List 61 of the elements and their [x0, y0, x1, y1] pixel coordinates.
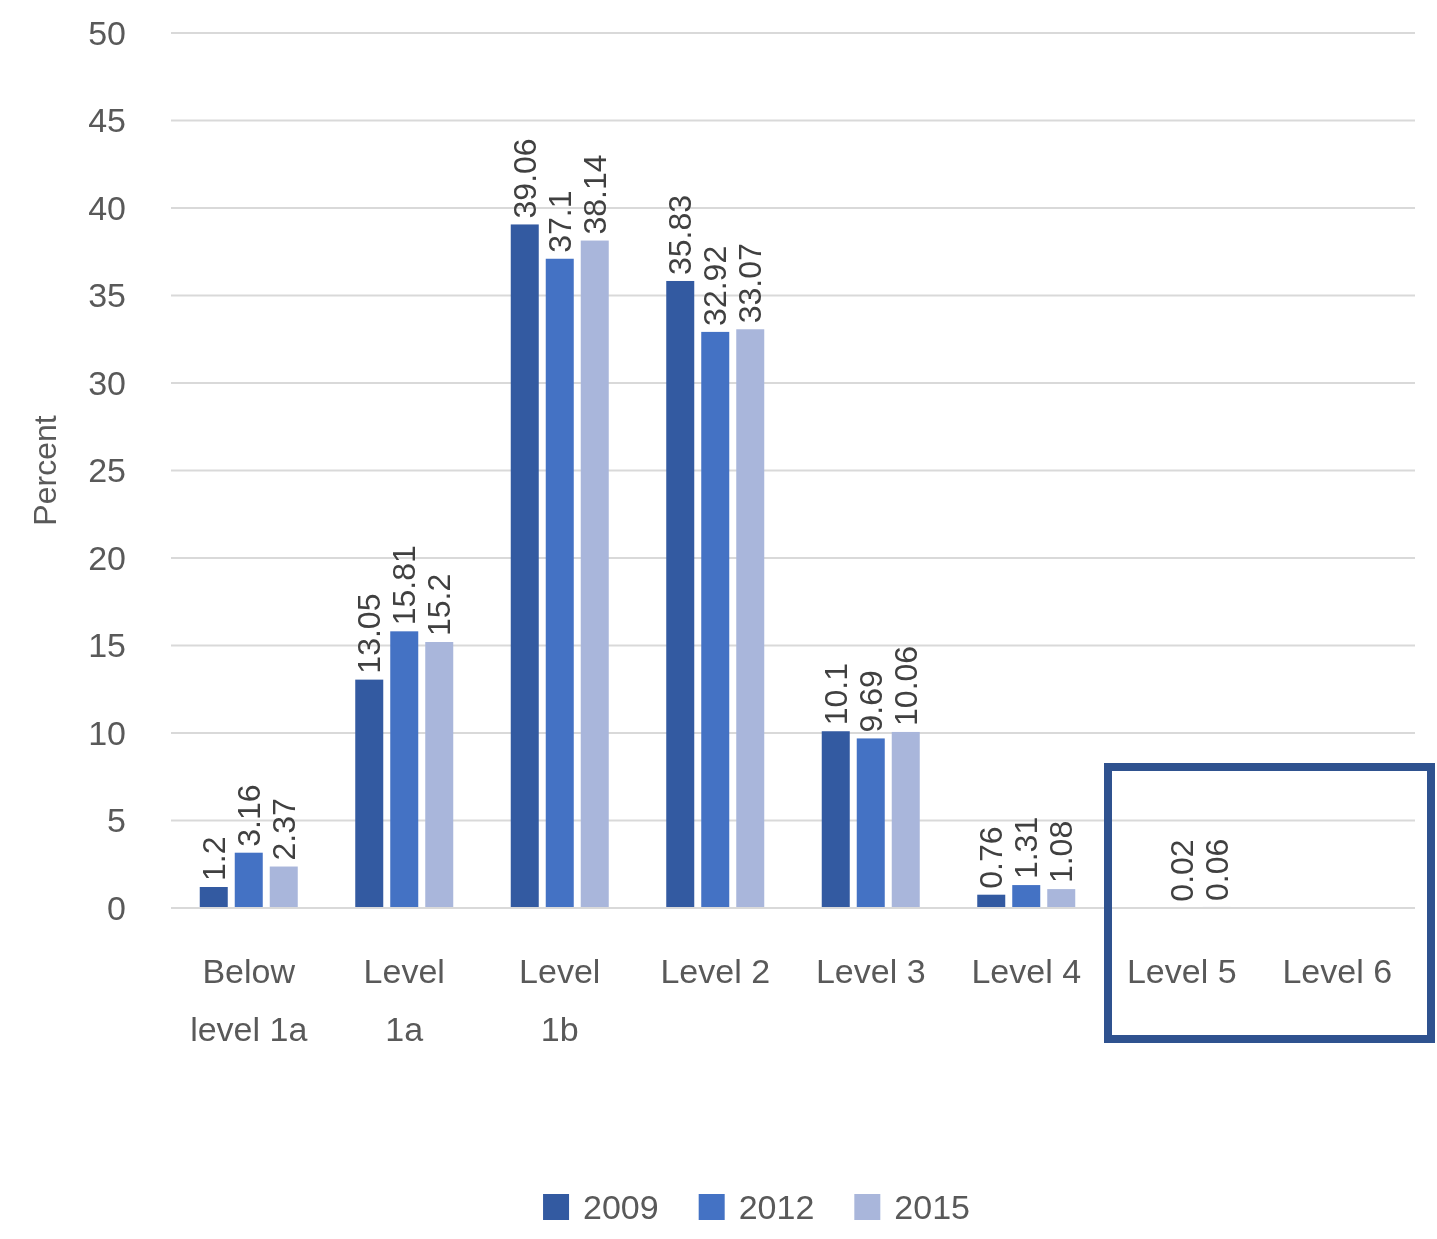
- bar: [701, 331, 730, 908]
- x-tick-label: Below level 1a: [190, 952, 308, 1048]
- bar: [580, 240, 609, 908]
- bar: [891, 731, 920, 908]
- bar: [736, 329, 765, 908]
- y-tick-label: 15: [88, 626, 126, 665]
- y-tick-label: 45: [88, 101, 126, 140]
- data-label: 10.06: [887, 645, 924, 726]
- bar: [390, 631, 419, 908]
- bar: [545, 258, 574, 908]
- data-label: 3.16: [230, 784, 267, 847]
- x-tick-label: Level 2: [660, 952, 771, 990]
- x-tick-label: Level 1a: [363, 952, 445, 1048]
- bar: [510, 224, 539, 908]
- y-axis-title: Percent: [27, 415, 63, 526]
- legend-label: 2015: [894, 1187, 970, 1226]
- data-label: 13.05: [351, 593, 388, 674]
- data-label: 1.2: [195, 836, 232, 881]
- x-tick-label: Level 6: [1282, 952, 1393, 990]
- y-tick-label: 30: [88, 363, 126, 402]
- data-label: 32.92: [697, 245, 734, 326]
- data-label: 37.1: [541, 190, 578, 253]
- data-label: 1.08: [1043, 820, 1080, 884]
- bar: [977, 894, 1006, 908]
- data-label: 39.06: [506, 138, 543, 219]
- data-label: 0.02: [1163, 839, 1200, 902]
- bar: [234, 852, 263, 908]
- y-tick-label: 25: [88, 451, 126, 490]
- y-tick-label: 0: [107, 888, 126, 927]
- x-tick-label: Level 5: [1126, 952, 1237, 990]
- bar: [1047, 889, 1076, 908]
- data-label: 2.37: [265, 798, 302, 861]
- bar: [269, 866, 298, 908]
- bar: [199, 887, 228, 908]
- bar: [666, 280, 695, 908]
- y-tick-label: 5: [107, 801, 126, 840]
- x-tick-label: Level 1b: [519, 952, 601, 1048]
- data-label: 0.06: [1198, 838, 1235, 901]
- y-tick-label: 35: [88, 276, 126, 315]
- data-label: 1.31: [1008, 816, 1045, 880]
- data-label: 10.1: [817, 662, 854, 726]
- y-tick-label: 40: [88, 188, 126, 227]
- x-tick-label: Level 4: [971, 952, 1082, 990]
- bar: [821, 731, 850, 908]
- bar: [355, 679, 384, 908]
- y-tick-label: 50: [88, 13, 126, 52]
- bar: [425, 642, 454, 908]
- data-label: 15.2: [421, 573, 458, 636]
- data-label: 9.69: [852, 670, 889, 733]
- data-label: 35.83: [662, 194, 699, 275]
- bar: [1012, 885, 1041, 908]
- y-tick-label: 20: [88, 538, 126, 577]
- x-tick-label: Level 3: [815, 952, 926, 990]
- bar: [856, 738, 885, 908]
- data-label: 0.76: [973, 826, 1010, 889]
- data-label: 15.81: [386, 545, 423, 626]
- y-tick-label: 10: [88, 713, 126, 752]
- data-label: 33.07: [732, 243, 769, 324]
- legend-label: 2012: [738, 1187, 815, 1226]
- data-label: 38.14: [576, 154, 613, 235]
- legend-label: 2009: [583, 1187, 659, 1226]
